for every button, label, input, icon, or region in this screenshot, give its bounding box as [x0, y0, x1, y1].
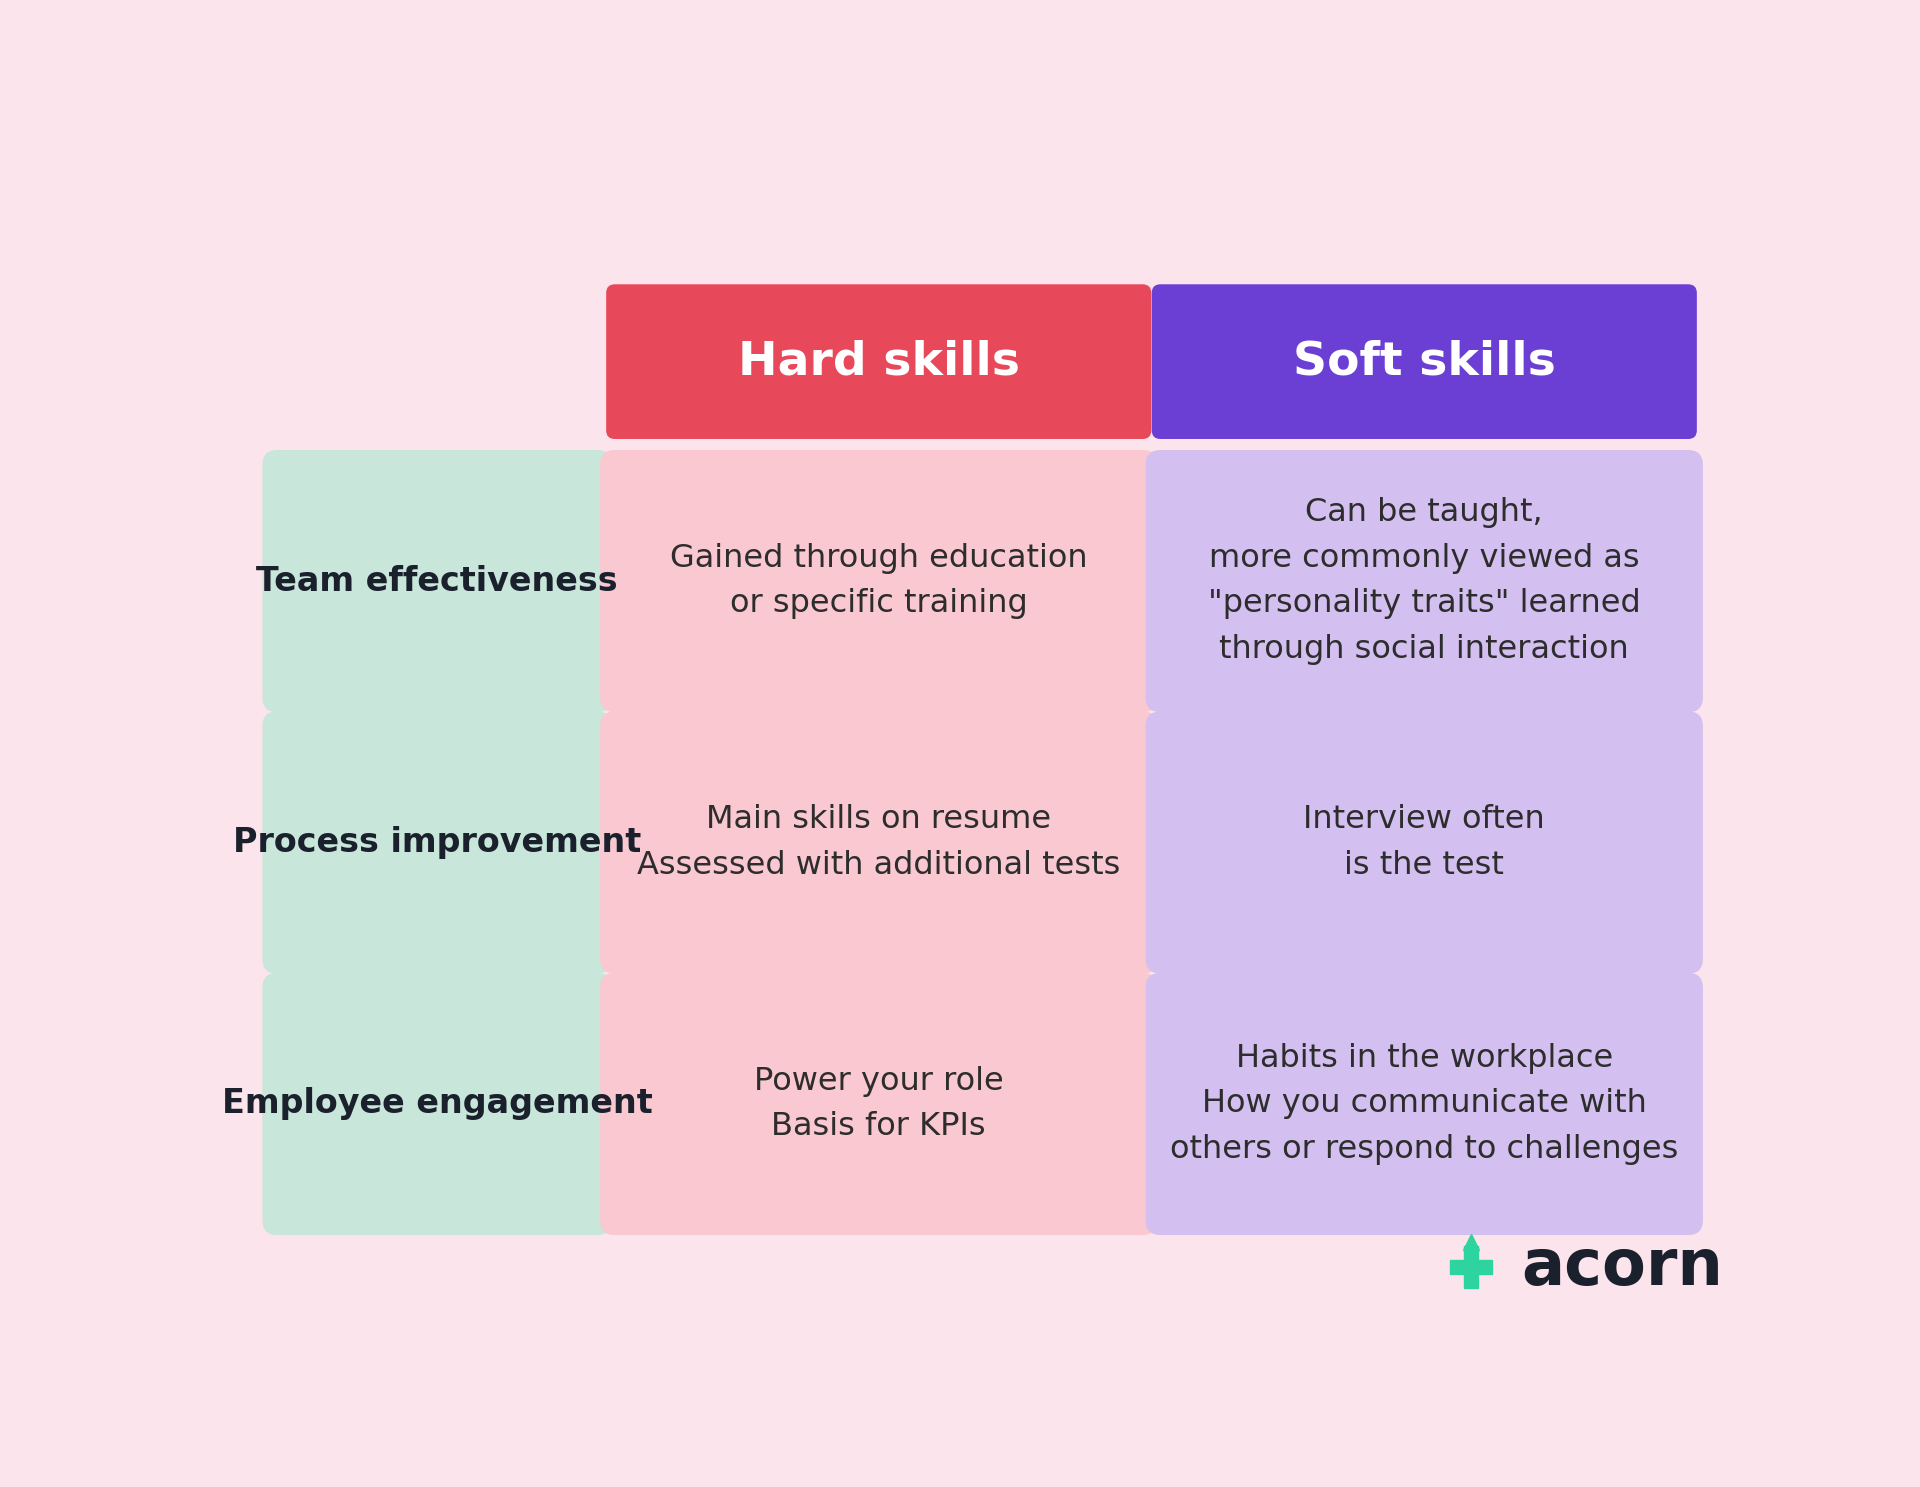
Text: Hard skills: Hard skills	[737, 339, 1020, 384]
Text: acorn: acorn	[1521, 1236, 1724, 1298]
FancyBboxPatch shape	[263, 711, 612, 974]
Text: Team effectiveness: Team effectiveness	[255, 565, 618, 598]
Text: Main skills on resume
Assessed with additional tests: Main skills on resume Assessed with addi…	[637, 804, 1121, 880]
Text: Gained through education
or specific training: Gained through education or specific tra…	[670, 543, 1087, 619]
FancyBboxPatch shape	[601, 711, 1158, 974]
FancyBboxPatch shape	[263, 972, 612, 1236]
Text: Power your role
Basis for KPIs: Power your role Basis for KPIs	[755, 1066, 1004, 1142]
FancyBboxPatch shape	[607, 284, 1152, 439]
Text: Soft skills: Soft skills	[1292, 339, 1555, 384]
FancyBboxPatch shape	[1146, 451, 1703, 712]
Text: Can be taught,
more commonly viewed as
"personality traits" learned
through soci: Can be taught, more commonly viewed as "…	[1208, 498, 1642, 665]
FancyBboxPatch shape	[601, 972, 1158, 1236]
FancyBboxPatch shape	[1152, 284, 1697, 439]
Text: Interview often
is the test: Interview often is the test	[1304, 804, 1546, 880]
FancyBboxPatch shape	[263, 451, 612, 712]
FancyBboxPatch shape	[601, 451, 1158, 712]
FancyBboxPatch shape	[1146, 972, 1703, 1236]
Text: Habits in the workplace
How you communicate with
others or respond to challenges: Habits in the workplace How you communic…	[1169, 1042, 1678, 1164]
FancyBboxPatch shape	[1146, 711, 1703, 974]
Text: Process improvement: Process improvement	[232, 827, 641, 859]
Text: Employee engagement: Employee engagement	[221, 1087, 653, 1121]
